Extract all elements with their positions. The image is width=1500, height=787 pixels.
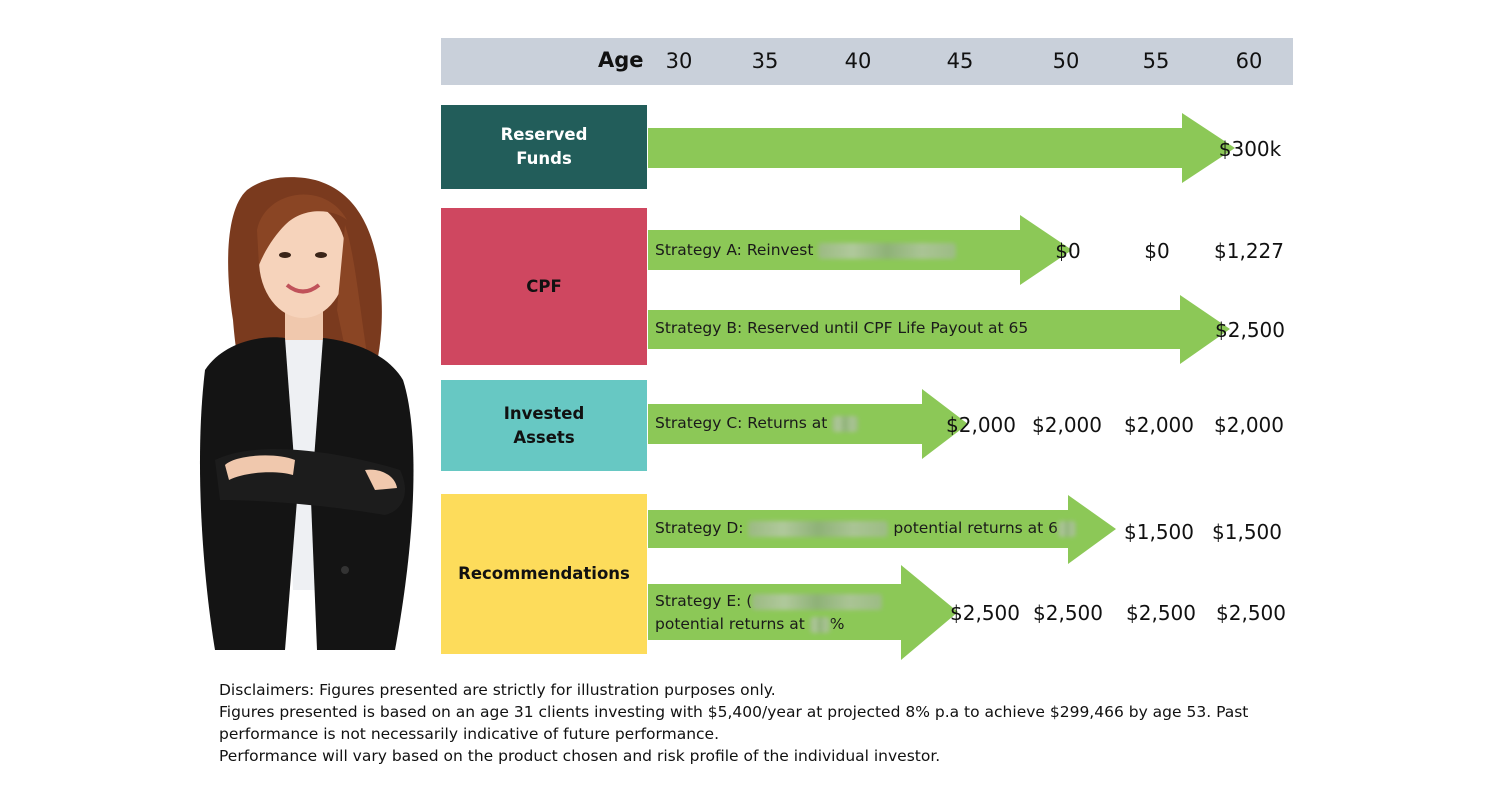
age-tick-35: 35 — [751, 49, 779, 73]
strategy-e-value-50: $2,500 — [1033, 601, 1103, 625]
strategy-e-value-55: $2,500 — [1126, 601, 1196, 625]
arrow-strategy-e — [648, 565, 958, 660]
strategy-d-text: Strategy D: potential returns at 6 — [655, 519, 1077, 537]
strategy-c-value-45: $2,000 — [946, 413, 1016, 437]
strategy-d-value-60: $1,500 — [1212, 520, 1282, 544]
cpf-label: CPF — [526, 276, 562, 296]
strategy-e-line2: potential returns at % — [655, 615, 845, 633]
disclaimer-line-2: Figures presented is based on an age 31 … — [219, 703, 1249, 721]
strategy-a-label: Strategy A: Reinvest — [655, 241, 814, 259]
strategy-d-label-pre: Strategy D: — [655, 519, 744, 537]
age-tick-30: 30 — [665, 49, 693, 73]
strategy-a-value-60: $1,227 — [1214, 239, 1284, 263]
advisor-photo — [199, 177, 414, 650]
strategy-a-value-50: $0 — [1055, 239, 1081, 263]
disclaimer-line-4: Performance will vary based on the produ… — [219, 747, 941, 765]
strategy-c-value-50: $2,000 — [1032, 413, 1102, 437]
strategy-c-value-55: $2,000 — [1124, 413, 1194, 437]
strategy-d-label-post: potential returns at 6 — [893, 519, 1059, 537]
strategy-b-label: Strategy B: Reserved until CPF Life Payo… — [655, 319, 1029, 337]
strategy-c-value-60: $2,000 — [1214, 413, 1284, 437]
category-invested-assets: Invested Assets — [441, 380, 647, 471]
strategy-d-value-55: $1,500 — [1124, 520, 1194, 544]
invested-label-line2: Assets — [513, 427, 575, 447]
arrow-strategy-b — [648, 295, 1230, 364]
reserved-label-line2: Funds — [516, 149, 572, 168]
category-reserved-funds: Reserved Funds — [441, 105, 647, 189]
redacted-text — [748, 520, 889, 537]
strategy-e-label-line2-post: % — [829, 615, 845, 633]
invested-label-line1: Invested — [503, 403, 585, 423]
strategy-e-label-line1: Strategy E: ( — [655, 592, 753, 610]
age-axis-title: Age — [598, 48, 644, 72]
strategy-b-value-60: $2,500 — [1215, 318, 1285, 342]
redacted-text — [832, 415, 859, 432]
age-tick-55: 55 — [1142, 49, 1170, 73]
redacted-text — [752, 593, 883, 610]
strategy-e-value-60: $2,500 — [1216, 601, 1286, 625]
age-tick-40: 40 — [844, 49, 872, 73]
age-tick-60: 60 — [1235, 49, 1263, 73]
strategy-e-value-45: $2,500 — [950, 601, 1020, 625]
arrow-reserved-funds — [648, 113, 1235, 183]
reserved-value-60: $300k — [1218, 137, 1282, 161]
redacted-text — [809, 616, 830, 633]
strategy-e-label-line2-pre: potential returns at — [655, 615, 805, 633]
strategy-a-value-55: $0 — [1144, 239, 1170, 263]
strategy-c-text: Strategy C: Returns at — [655, 414, 859, 432]
strategy-c-label: Strategy C: Returns at — [655, 414, 828, 432]
disclaimer-line-3: performance is not necessarily indicativ… — [219, 725, 720, 743]
redacted-text — [1058, 520, 1077, 537]
disclaimer-line-1: Disclaimers: Figures presented are stric… — [219, 681, 776, 699]
category-cpf: CPF — [441, 208, 647, 365]
strategy-a-text: Strategy A: Reinvest — [655, 241, 957, 259]
age-tick-45: 45 — [946, 49, 974, 73]
recommendations-label: Recommendations — [458, 564, 630, 583]
arrow-strategy-c — [648, 389, 968, 459]
reserved-label-line1: Reserved — [500, 125, 588, 144]
age-header-bar — [441, 38, 1293, 85]
age-tick-50: 50 — [1052, 49, 1080, 73]
category-recommendations: Recommendations — [441, 494, 647, 654]
redacted-text — [818, 242, 957, 259]
strategy-e-line1: Strategy E: ( — [655, 592, 883, 610]
